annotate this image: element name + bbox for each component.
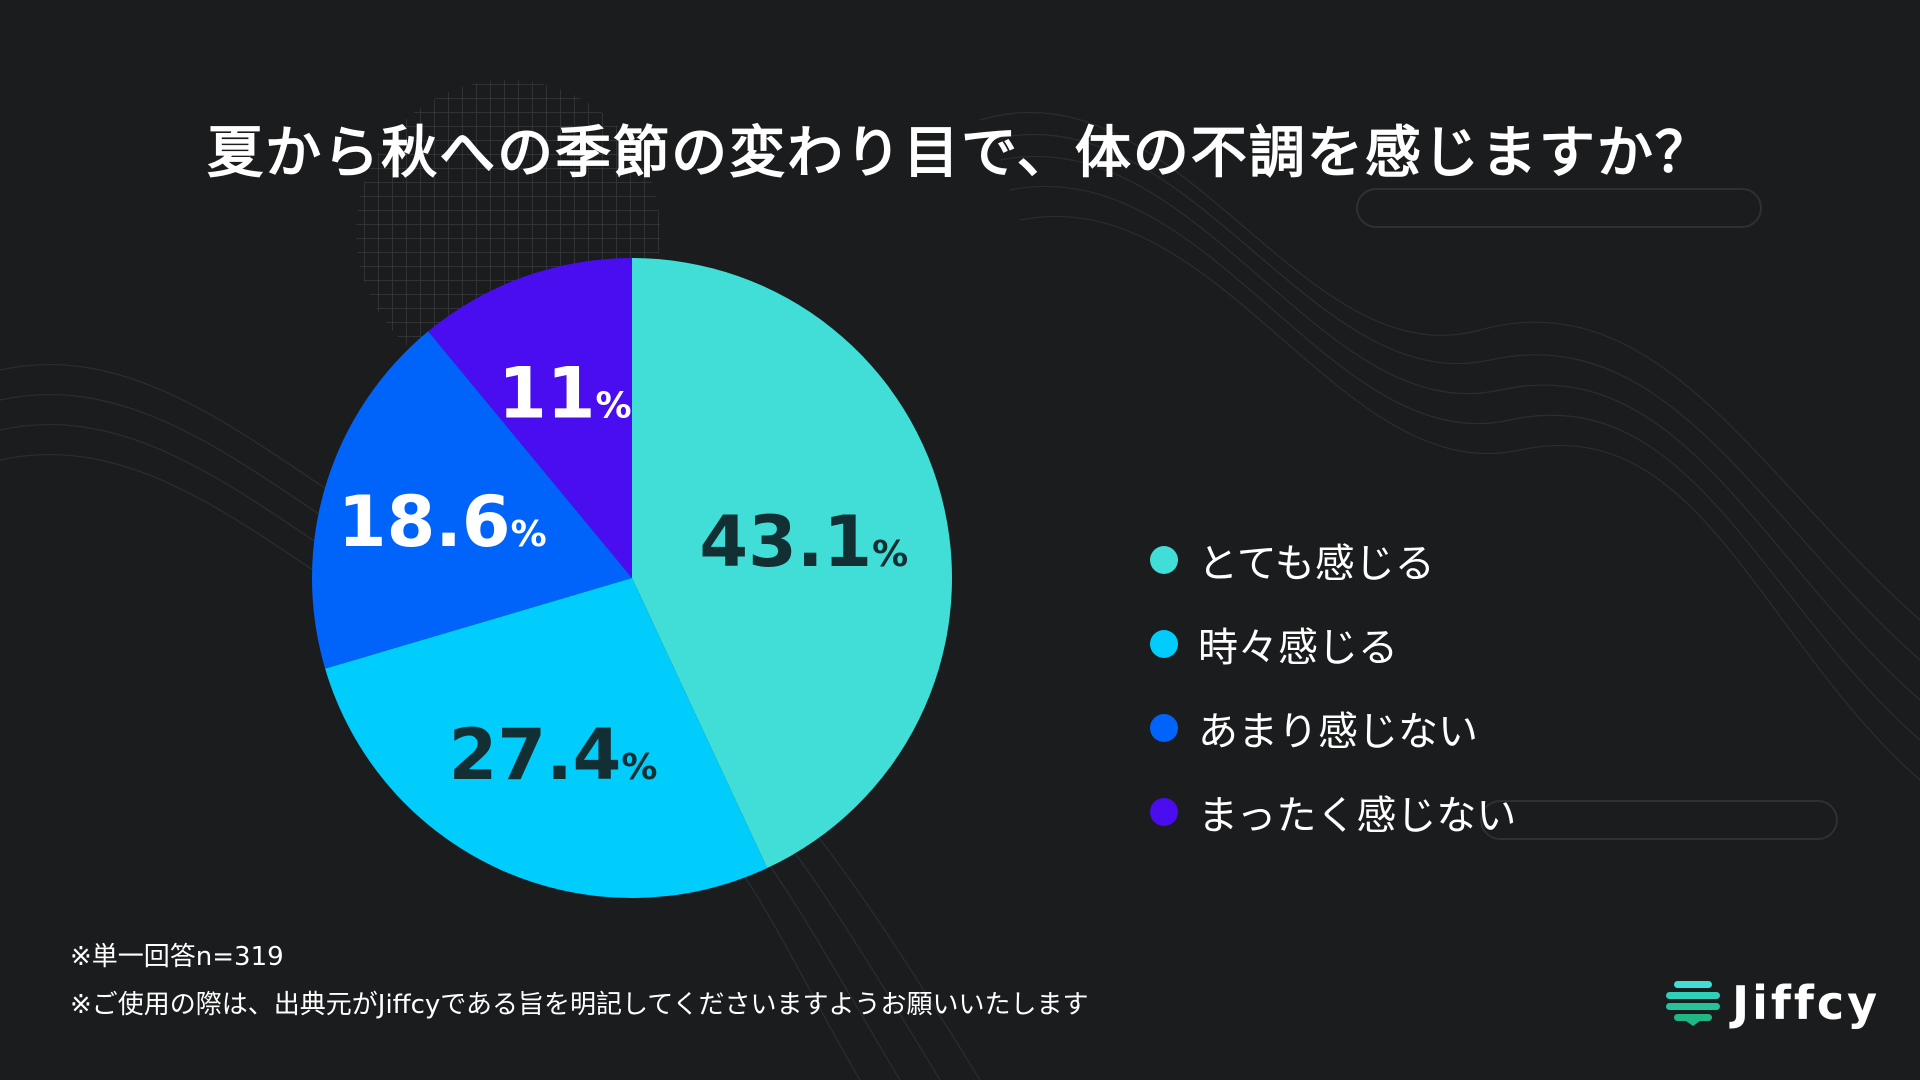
stacked-bars-icon — [1666, 981, 1720, 1026]
pie-slice — [312, 331, 632, 669]
legend-label: 時々感じる — [1198, 625, 1398, 671]
decorative-pill — [1480, 800, 1838, 840]
slice-value-label: 11% — [498, 352, 632, 434]
slice-value-label: 18.6% — [338, 481, 547, 563]
slice-value-label: 43.1% — [699, 501, 908, 583]
legend-label: まったく感じない — [1198, 793, 1517, 839]
usage-note: ※ご使用の際は、出典元がJiffcyである旨を明記してくださいますようお願いいた… — [70, 990, 1089, 1020]
sample-size-note: ※単一回答n=319 — [70, 942, 284, 972]
legend-marker — [1150, 630, 1178, 658]
legend-item: 時々感じる — [1150, 624, 1516, 671]
legend-item: とても感じる — [1150, 540, 1516, 587]
legend-item: まったく感じない — [1150, 792, 1516, 839]
pie-slice — [428, 258, 632, 578]
footnotes: ※単一回答n=319 ※ご使用の際は、出典元がJiffcyである旨を明記してくだ… — [70, 936, 1088, 1032]
jiffcy-logo: Jiffcy — [1664, 976, 1880, 1030]
legend-marker — [1150, 798, 1178, 826]
legend-label: あまり感じない — [1198, 709, 1478, 755]
chart-legend: とても感じる 時々感じる あまり感じない まったく感じない — [1150, 540, 1516, 876]
chart-title: 夏から秋への季節の変わり目で、体の不調を感じますか？ — [207, 121, 1713, 186]
slice-value-label: 27.4% — [449, 714, 658, 796]
legend-label: とても感じる — [1198, 541, 1435, 587]
pie-slice — [632, 258, 952, 869]
decorative-pill — [1356, 188, 1762, 228]
legend-item: あまり感じない — [1150, 708, 1516, 755]
logo-wordmark: Jiffcy — [1732, 976, 1881, 1030]
pie-slice — [325, 578, 768, 899]
legend-marker — [1150, 714, 1178, 742]
legend-marker — [1150, 546, 1178, 574]
